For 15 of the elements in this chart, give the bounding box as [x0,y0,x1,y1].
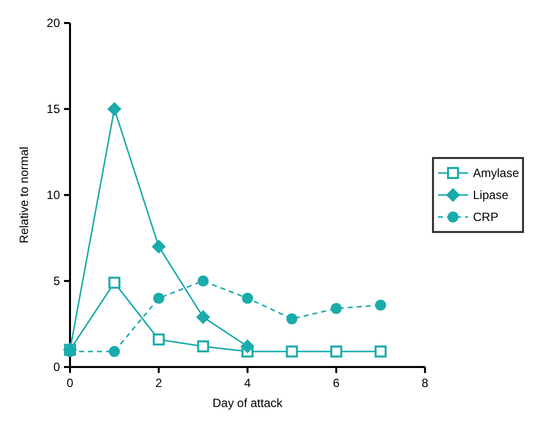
y-tick-label: 5 [53,274,60,288]
y-tick-label: 20 [46,16,60,30]
y-tick-label: 0 [53,360,60,374]
x-tick-label: 6 [332,376,340,390]
y-tick-label: 15 [46,102,60,116]
y-axis-title: Relative to normal [17,146,31,244]
x-tick-label: 2 [155,376,162,390]
x-axis-title: Day of attack [212,396,284,410]
x-tick-label: 0 [66,376,74,390]
y-tick-label: 10 [46,188,60,202]
x-tick-label: 4 [244,376,252,390]
legend-label: Lipase [473,188,509,202]
x-tick-label: 8 [422,376,429,390]
legend-label: CRP [473,210,498,224]
legend-label: Amylase [473,166,520,180]
